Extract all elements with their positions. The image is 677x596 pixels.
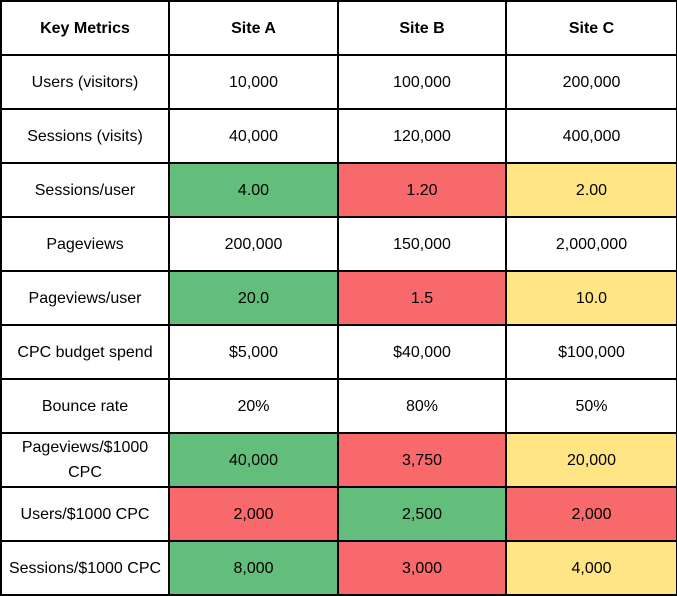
- header-site-a: Site A: [168, 0, 339, 56]
- table-row: Pageviews/user 20.0 1.5 10.0: [0, 270, 677, 326]
- site-a-value: 8,000: [168, 540, 339, 596]
- header-site-b: Site B: [337, 0, 507, 56]
- site-c-value: $100,000: [505, 324, 677, 380]
- site-a-value: 40,000: [168, 108, 339, 164]
- metric-label: Sessions (visits): [0, 108, 170, 164]
- site-c-value: 2.00: [505, 162, 677, 218]
- metric-label: Pageviews: [0, 216, 170, 272]
- metric-label: Pageviews/user: [0, 270, 170, 326]
- table-row: Sessions/$1000 CPC 8,000 3,000 4,000: [0, 540, 677, 596]
- site-c-value: 200,000: [505, 54, 677, 110]
- header-site-c: Site C: [505, 0, 677, 56]
- metric-label: Sessions/user: [0, 162, 170, 218]
- metric-label: Users/$1000 CPC: [0, 486, 170, 542]
- site-c-value: 4,000: [505, 540, 677, 596]
- site-b-value: 120,000: [337, 108, 507, 164]
- site-b-value: 80%: [337, 378, 507, 434]
- site-b-value: 100,000: [337, 54, 507, 110]
- site-c-value: 50%: [505, 378, 677, 434]
- table-row: Bounce rate 20% 80% 50%: [0, 378, 677, 434]
- site-a-value: 200,000: [168, 216, 339, 272]
- table-row: Pageviews/$1000 CPC 40,000 3,750 20,000: [0, 432, 677, 488]
- site-a-value: 4.00: [168, 162, 339, 218]
- header-row: Key Metrics Site A Site B Site C: [0, 0, 677, 56]
- site-c-value: 400,000: [505, 108, 677, 164]
- header-key-metrics: Key Metrics: [0, 0, 170, 56]
- site-c-value: 2,000: [505, 486, 677, 542]
- site-a-value: 20%: [168, 378, 339, 434]
- table-row: CPC budget spend $5,000 $40,000 $100,000: [0, 324, 677, 380]
- metric-label: Bounce rate: [0, 378, 170, 434]
- site-a-value: 2,000: [168, 486, 339, 542]
- site-b-value: 3,750: [337, 432, 507, 488]
- site-a-value: 40,000: [168, 432, 339, 488]
- table-row: Sessions/user 4.00 1.20 2.00: [0, 162, 677, 218]
- metric-label: Sessions/$1000 CPC: [0, 540, 170, 596]
- site-b-value: 150,000: [337, 216, 507, 272]
- site-b-value: 1.5: [337, 270, 507, 326]
- table-row: Users/$1000 CPC 2,000 2,500 2,000: [0, 486, 677, 542]
- site-b-value: $40,000: [337, 324, 507, 380]
- metric-label: Pageviews/$1000 CPC: [0, 432, 170, 488]
- table-row: Users (visitors) 10,000 100,000 200,000: [0, 54, 677, 110]
- metric-label: CPC budget spend: [0, 324, 170, 380]
- site-c-value: 10.0: [505, 270, 677, 326]
- site-c-value: 20,000: [505, 432, 677, 488]
- site-b-value: 2,500: [337, 486, 507, 542]
- site-a-value: $5,000: [168, 324, 339, 380]
- site-c-value: 2,000,000: [505, 216, 677, 272]
- table-row: Pageviews 200,000 150,000 2,000,000: [0, 216, 677, 272]
- site-b-value: 3,000: [337, 540, 507, 596]
- site-a-value: 10,000: [168, 54, 339, 110]
- site-b-value: 1.20: [337, 162, 507, 218]
- site-a-value: 20.0: [168, 270, 339, 326]
- metric-label: Users (visitors): [0, 54, 170, 110]
- table-row: Sessions (visits) 40,000 120,000 400,000: [0, 108, 677, 164]
